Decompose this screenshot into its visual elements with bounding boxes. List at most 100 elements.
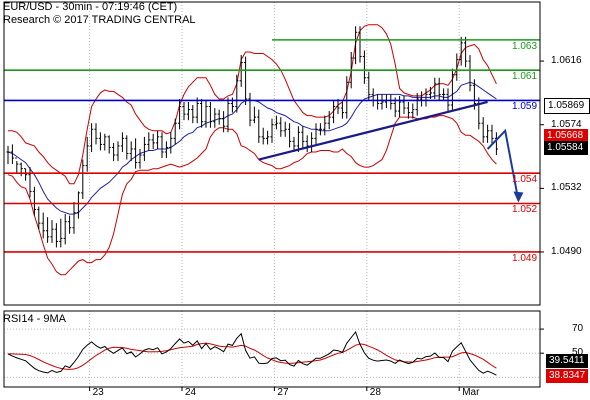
level-label-1.052: 1.052 xyxy=(512,204,538,216)
candle xyxy=(450,68,454,112)
candle xyxy=(112,142,116,162)
candle xyxy=(486,124,490,143)
candle xyxy=(217,109,221,125)
candle xyxy=(283,121,287,137)
candle xyxy=(292,136,296,152)
candle xyxy=(107,135,111,154)
candle xyxy=(336,98,340,115)
candle xyxy=(248,92,252,127)
candle xyxy=(455,53,459,81)
price-panel-frame xyxy=(3,1,541,306)
candle xyxy=(164,141,168,159)
candle xyxy=(204,100,208,128)
candle xyxy=(156,130,160,149)
projection-arrowhead xyxy=(513,191,524,203)
candle xyxy=(63,214,67,245)
candle xyxy=(244,56,248,106)
candle xyxy=(76,191,80,219)
candle xyxy=(235,74,239,113)
x-tick-label: 23 xyxy=(92,387,104,398)
candle xyxy=(437,77,441,101)
level-label-1.054: 1.054 xyxy=(512,174,538,186)
candle xyxy=(261,127,265,145)
candle xyxy=(182,101,186,121)
level-label-1.063: 1.063 xyxy=(512,40,538,52)
candle xyxy=(354,26,358,65)
candle xyxy=(318,123,322,136)
rsi-value-tag: 38.8347 xyxy=(546,369,588,383)
rsi-ma-line xyxy=(8,342,497,370)
candle xyxy=(68,215,72,234)
candle xyxy=(186,101,190,121)
candle xyxy=(90,123,94,152)
candle xyxy=(288,123,292,148)
candle xyxy=(481,117,485,143)
candle xyxy=(477,97,481,130)
candle xyxy=(10,144,14,165)
candle xyxy=(134,138,138,169)
rsi-panel-frame xyxy=(3,310,541,388)
candle xyxy=(142,136,146,162)
x-tick-label: 27 xyxy=(277,387,289,398)
x-tick-label: 24 xyxy=(185,387,197,398)
candle xyxy=(54,223,58,248)
candle xyxy=(279,117,283,137)
grid xyxy=(89,2,544,391)
candles xyxy=(6,26,498,248)
candle xyxy=(116,141,120,162)
candle xyxy=(213,108,217,128)
candle xyxy=(226,97,230,133)
candle xyxy=(160,132,164,159)
candle xyxy=(415,92,419,116)
candle xyxy=(120,132,124,152)
candle xyxy=(411,103,415,119)
candle xyxy=(314,123,318,145)
rsi-line xyxy=(7,330,497,376)
rsi-panel xyxy=(4,328,544,378)
y-tick-label: 1.0532 xyxy=(551,182,582,194)
candle xyxy=(37,206,41,230)
candle xyxy=(252,106,256,124)
candle xyxy=(24,168,28,181)
y-tick-label: 1.0616 xyxy=(551,55,582,67)
candle xyxy=(50,220,54,243)
candle xyxy=(406,101,410,119)
candle xyxy=(195,97,199,124)
candle xyxy=(310,132,314,152)
candle xyxy=(15,157,19,174)
candle xyxy=(41,212,45,239)
rsi-value-tag: 39.5411 xyxy=(546,354,588,368)
candle xyxy=(169,132,173,154)
candle xyxy=(6,145,10,165)
x-tick-label: Mar xyxy=(462,387,480,398)
price-tag-1.05584: 1.05584 xyxy=(544,141,588,156)
candle xyxy=(98,132,102,151)
rsi-y-tick-label: 70 xyxy=(572,323,584,335)
chart-frame xyxy=(3,1,541,388)
lower-bollinger-band xyxy=(7,115,497,276)
candle xyxy=(222,111,226,133)
candle xyxy=(490,124,494,145)
candle xyxy=(380,94,384,110)
rsi-title: RSI14 - 9MA xyxy=(3,313,66,325)
candle xyxy=(367,71,371,101)
candle xyxy=(389,94,393,110)
candle xyxy=(274,115,278,130)
price-tag-1.05869: 1.05869 xyxy=(544,98,590,115)
candle xyxy=(28,167,32,198)
candle xyxy=(428,86,432,99)
candle xyxy=(178,98,182,130)
candle xyxy=(266,130,270,145)
candle xyxy=(345,76,349,119)
price-tag-1.05668: 1.05668 xyxy=(544,128,588,143)
candle xyxy=(398,95,402,118)
candle xyxy=(138,148,142,169)
candle xyxy=(19,162,23,177)
candle xyxy=(442,88,446,101)
candle xyxy=(200,98,204,128)
y-tick-label: 1.0490 xyxy=(551,245,582,257)
candle xyxy=(94,123,98,145)
key-levels xyxy=(4,39,540,253)
candle xyxy=(340,101,344,119)
